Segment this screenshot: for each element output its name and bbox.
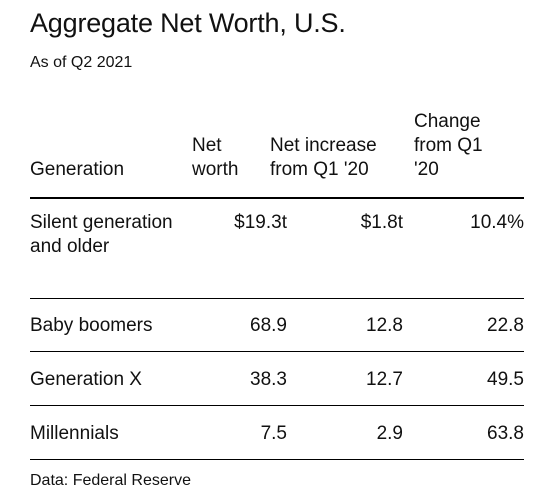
cell-net-worth: 7.5: [260, 423, 287, 444]
column-header-change: Change from Q1 '20: [414, 111, 483, 180]
cell-net-increase: 2.9: [376, 423, 403, 444]
cell-generation: Generation X: [30, 369, 142, 390]
cell-change: 10.4%: [470, 212, 524, 233]
cell-generation: Baby boomers: [30, 315, 153, 336]
cell-change: 22.8: [487, 315, 524, 336]
cell-generation: Silent generation and older: [30, 212, 173, 257]
cell-net-worth: $19.3t: [234, 212, 287, 233]
cell-net-worth: 68.9: [250, 315, 287, 336]
column-header-generation: Generation: [30, 159, 125, 180]
cell-net-increase: $1.8t: [360, 212, 403, 233]
cell-net-increase: 12.8: [366, 315, 403, 336]
column-header-net-increase: Net increase from Q1 '20: [270, 135, 377, 180]
header-divider: [30, 197, 524, 199]
row-divider: [30, 405, 524, 406]
cell-change: 63.8: [487, 423, 524, 444]
cell-net-increase: 12.7: [366, 369, 403, 390]
row-divider: [30, 351, 524, 352]
cell-net-worth: 38.3: [250, 369, 287, 390]
table-bottom-divider: [30, 459, 524, 460]
chart-subtitle: As of Q2 2021: [30, 54, 133, 71]
chart-title: Aggregate Net Worth, U.S.: [30, 8, 346, 38]
cell-generation: Millennials: [30, 423, 119, 444]
source-note: Data: Federal Reserve: [30, 472, 191, 489]
column-header-net-worth: Net worth: [192, 135, 239, 180]
row-divider: [30, 298, 524, 299]
cell-change: 49.5: [487, 369, 524, 390]
